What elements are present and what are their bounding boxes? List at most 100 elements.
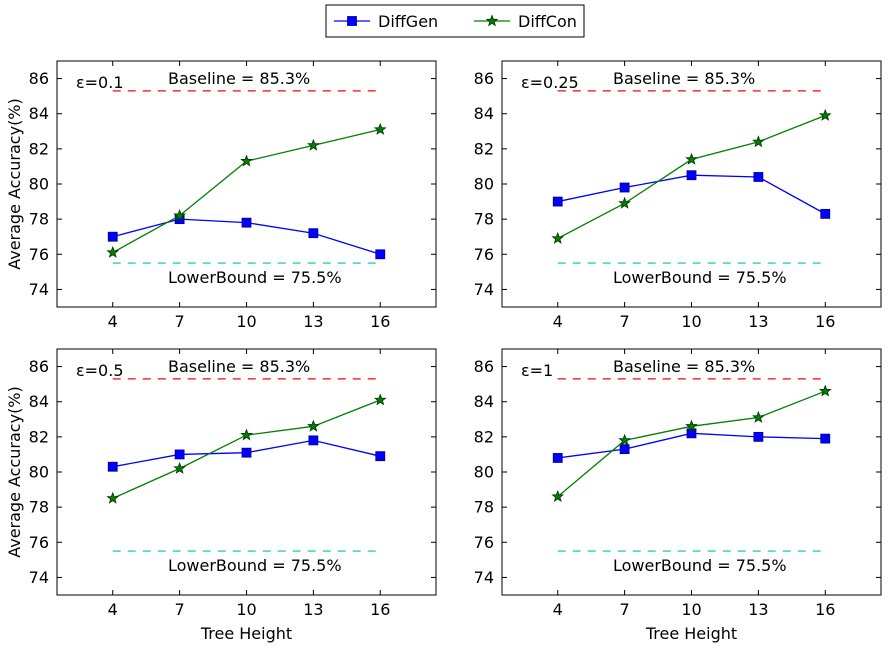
y-tick-label: 80 (29, 175, 49, 194)
y-tick-label: 84 (474, 104, 494, 123)
point-diffcon (818, 108, 832, 121)
legend-label-diffgen: DiffGen (378, 12, 438, 31)
point-diffgen (107, 231, 118, 242)
x-axis-title: Tree Height (645, 624, 737, 643)
y-tick-label: 74 (474, 568, 494, 587)
point-diffgen (107, 461, 118, 472)
point-diffcon (818, 384, 832, 397)
y-tick-label: 82 (29, 139, 49, 158)
x-tick-label: 4 (553, 312, 563, 331)
subplot-3: 74 76 78 80 82 84 86 4 7 10 13 16 Baseline = 85.3% Lo… (5, 348, 437, 643)
y-tick-label: 82 (474, 427, 494, 446)
y-tick-label: 86 (474, 69, 494, 88)
point-diffcon (752, 135, 765, 148)
point-diffcon (240, 428, 253, 441)
y-tick-label: 78 (29, 498, 49, 517)
y-tick-label: 74 (29, 280, 49, 299)
point-diffcon (752, 410, 765, 423)
legend-marker-diffgen (347, 16, 357, 26)
lowerbound-label: LowerBound = 75.5% (613, 556, 787, 575)
point-diffgen (241, 447, 252, 458)
x-tick-label: 13 (748, 312, 768, 331)
plot-frame (501, 348, 882, 596)
point-diffgen (375, 451, 386, 462)
plot-area (502, 61, 881, 307)
point-diffgen (375, 249, 386, 260)
point-diffgen (174, 449, 185, 460)
subplot-4: 74 76 78 80 82 84 86 4 7 10 13 16 Baseline = 85.3% Lo… (474, 348, 882, 643)
x-tick-label: 4 (108, 312, 118, 331)
plot-area (57, 349, 436, 595)
point-diffcon (685, 152, 698, 165)
y-tick-label: 84 (474, 392, 494, 411)
point-diffcon (173, 461, 186, 474)
y-tick-label: 78 (474, 210, 494, 229)
baseline-label: Baseline = 85.3% (168, 69, 310, 88)
x-tick-label: 13 (748, 600, 768, 619)
x-tick-label: 4 (108, 600, 118, 619)
x-tick-label: 16 (370, 600, 390, 619)
y-tick-label: 82 (474, 139, 494, 158)
y-axis-title: Average Accuracy(%) (5, 98, 24, 270)
x-tick-label: 16 (815, 600, 835, 619)
baseline-label: Baseline = 85.3% (613, 69, 755, 88)
point-diffgen (820, 208, 831, 219)
legend: DiffGen DiffCon (325, 4, 585, 38)
point-diffgen (619, 444, 630, 455)
point-diffcon (618, 433, 631, 446)
point-diffgen (308, 435, 319, 446)
x-tick-label: 7 (620, 312, 630, 331)
y-tick-label: 78 (474, 498, 494, 517)
plot-frame (501, 60, 882, 308)
point-diffgen (552, 453, 563, 463)
point-diffgen (753, 431, 764, 442)
x-tick-label: 7 (620, 600, 630, 619)
point-diffgen (308, 228, 319, 239)
point-diffcon (373, 122, 387, 135)
point-diffgen (619, 182, 630, 193)
plot-frame (56, 348, 437, 596)
plot-area (57, 61, 436, 307)
y-tick-label: 76 (474, 533, 494, 552)
baseline-label: Baseline = 85.3% (168, 357, 310, 376)
x-tick-label: 13 (303, 600, 323, 619)
y-tick-label: 80 (474, 175, 494, 194)
subplot-1: 74 76 78 80 82 84 86 4 7 10 13 16 Baseline = 85.3% Lo… (5, 60, 437, 331)
point-diffcon (373, 393, 387, 406)
point-diffcon (307, 419, 320, 432)
point-diffcon (106, 491, 120, 504)
point-diffgen (241, 217, 252, 228)
epsilon-label: ε=0.5 (76, 361, 124, 380)
x-tick-label: 13 (303, 312, 323, 331)
y-tick-label: 84 (29, 392, 49, 411)
epsilon-label: ε=1 (521, 361, 553, 380)
point-diffcon (173, 208, 186, 222)
point-diffgen (686, 170, 697, 181)
y-tick-label: 78 (29, 210, 49, 229)
plot-area (502, 349, 881, 595)
point-diffcon (685, 419, 698, 432)
point-diffcon (240, 154, 253, 167)
epsilon-label: ε=0.25 (521, 73, 579, 92)
y-tick-label: 84 (29, 104, 49, 123)
x-tick-label: 7 (175, 312, 185, 331)
legend-label-diffcon: DiffCon (518, 12, 577, 31)
y-tick-label: 76 (474, 245, 494, 264)
x-tick-label: 16 (370, 312, 390, 331)
x-axis-title: Tree Height (200, 624, 292, 643)
x-tick-label: 10 (236, 600, 256, 619)
x-tick-label: 7 (175, 600, 185, 619)
point-diffgen (820, 433, 831, 444)
subplot-2: 74 76 78 80 82 84 86 4 7 10 13 16 Baseline = 85.3% Lo… (474, 60, 882, 331)
y-tick-label: 82 (29, 427, 49, 446)
y-tick-label: 80 (474, 463, 494, 482)
epsilon-label: ε=0.1 (76, 73, 124, 92)
point-diffgen (552, 196, 563, 207)
point-diffcon (618, 196, 631, 209)
baseline-label: Baseline = 85.3% (613, 357, 755, 376)
x-tick-label: 4 (553, 600, 563, 619)
legend-marker-diffcon (485, 14, 499, 27)
y-axis-title: Average Accuracy(%) (5, 386, 24, 558)
x-tick-label: 16 (815, 312, 835, 331)
